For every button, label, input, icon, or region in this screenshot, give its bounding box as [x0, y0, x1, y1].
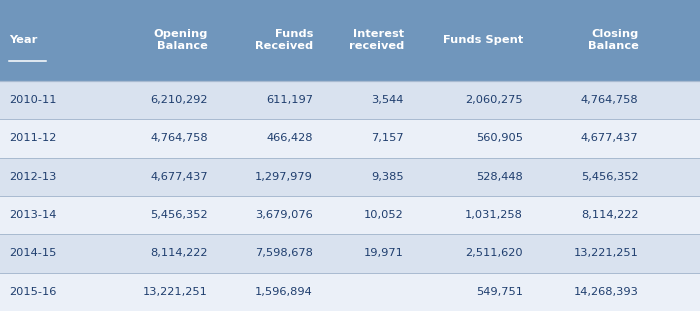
Bar	[0, 81, 700, 119]
Text: 3,544: 3,544	[372, 95, 404, 105]
Text: 3,679,076: 3,679,076	[255, 210, 313, 220]
Text: 1,031,258: 1,031,258	[465, 210, 523, 220]
Text: 2012-13: 2012-13	[9, 172, 57, 182]
Text: Interest
received: Interest received	[349, 30, 404, 51]
Text: 1,596,894: 1,596,894	[255, 287, 313, 297]
Bar	[0, 158, 700, 196]
Text: 13,221,251: 13,221,251	[573, 248, 638, 258]
Text: Opening
Balance: Opening Balance	[153, 30, 208, 51]
Text: Closing
Balance: Closing Balance	[587, 30, 638, 51]
Text: 2015-16: 2015-16	[9, 287, 57, 297]
Text: 466,428: 466,428	[267, 133, 313, 143]
Text: 19,971: 19,971	[364, 248, 404, 258]
Text: 5,456,352: 5,456,352	[150, 210, 208, 220]
Text: 4,677,437: 4,677,437	[150, 172, 208, 182]
Bar	[0, 234, 700, 273]
Text: 7,157: 7,157	[371, 133, 404, 143]
Text: 4,764,758: 4,764,758	[581, 95, 638, 105]
Text: 2,060,275: 2,060,275	[466, 95, 523, 105]
Text: 4,677,437: 4,677,437	[581, 133, 638, 143]
Text: 7,598,678: 7,598,678	[255, 248, 313, 258]
Text: 10,052: 10,052	[364, 210, 404, 220]
Text: 6,210,292: 6,210,292	[150, 95, 208, 105]
Text: 14,268,393: 14,268,393	[573, 287, 638, 297]
Text: Year: Year	[9, 35, 38, 45]
Text: 2014-15: 2014-15	[9, 248, 57, 258]
Text: 560,905: 560,905	[476, 133, 523, 143]
Text: 528,448: 528,448	[476, 172, 523, 182]
Text: 9,385: 9,385	[371, 172, 404, 182]
Text: 5,456,352: 5,456,352	[581, 172, 638, 182]
Text: 13,221,251: 13,221,251	[143, 287, 208, 297]
Text: 4,764,758: 4,764,758	[150, 133, 208, 143]
Text: Funds
Received: Funds Received	[255, 30, 313, 51]
Text: 2,511,620: 2,511,620	[466, 248, 523, 258]
Text: 2010-11: 2010-11	[9, 95, 57, 105]
Text: 8,114,222: 8,114,222	[581, 210, 638, 220]
Text: Funds Spent: Funds Spent	[442, 35, 523, 45]
Text: 611,197: 611,197	[266, 95, 313, 105]
Text: 549,751: 549,751	[476, 287, 523, 297]
Bar	[0, 196, 700, 234]
Bar	[0, 0, 700, 81]
Bar	[0, 119, 700, 158]
Text: 2013-14: 2013-14	[9, 210, 57, 220]
Text: 2011-12: 2011-12	[9, 133, 57, 143]
Text: 8,114,222: 8,114,222	[150, 248, 208, 258]
Text: 1,297,979: 1,297,979	[255, 172, 313, 182]
Bar	[0, 273, 700, 311]
